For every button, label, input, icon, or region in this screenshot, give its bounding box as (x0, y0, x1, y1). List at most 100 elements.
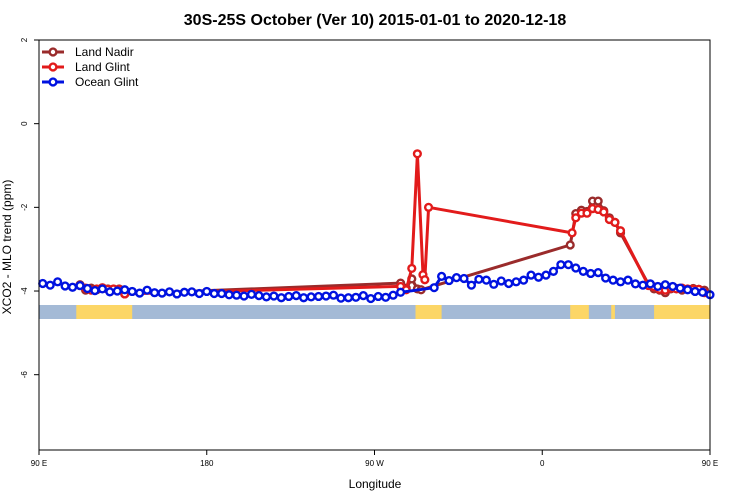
legend-marker (48, 77, 58, 87)
data-point (623, 275, 633, 285)
data-point (630, 279, 641, 289)
data-point (437, 271, 447, 281)
data-point (306, 292, 316, 302)
legend-item-ocean-glint: Ocean Glint (42, 75, 139, 89)
data-point (284, 291, 294, 302)
data-point (254, 291, 264, 301)
legend-marker (48, 62, 58, 72)
legend-label: Land Nadir (75, 45, 134, 59)
x-tick-label: 90 E (702, 459, 718, 468)
series-layer (38, 149, 715, 304)
data-point (489, 279, 499, 289)
data-point (608, 275, 618, 285)
data-point (75, 280, 85, 291)
data-point (571, 263, 581, 273)
data-point (209, 288, 219, 299)
data-point (653, 281, 663, 292)
axis-ticks: 90 E 180 90 W 0 90 E 2 0 -2 -4 -6 (20, 37, 718, 468)
data-point (217, 288, 227, 299)
data-point (645, 279, 655, 289)
data-point (563, 260, 573, 270)
data-point (481, 275, 491, 285)
data-point (336, 293, 346, 303)
y-tick-label: -2 (20, 203, 29, 211)
data-point (172, 289, 182, 299)
data-point (157, 288, 167, 298)
x-tick-label: 180 (200, 459, 214, 468)
x-tick-label: 90 E (31, 459, 47, 468)
data-point (388, 290, 398, 300)
data-point (381, 292, 391, 302)
data-point (683, 285, 693, 295)
data-point (149, 288, 160, 298)
data-point (358, 291, 368, 301)
data-point (412, 149, 422, 159)
data-point (299, 293, 309, 303)
data-point (466, 280, 477, 290)
data-point (668, 281, 678, 292)
data-point (675, 283, 685, 293)
data-point (90, 286, 100, 296)
data-point (373, 291, 383, 302)
y-tick-label: 0 (20, 121, 29, 126)
data-point (276, 293, 286, 303)
legend-item-land-nadir: Land Nadir (42, 45, 134, 59)
data-point (60, 281, 70, 291)
data-point (459, 273, 469, 284)
data-point (610, 217, 620, 228)
data-point (565, 240, 575, 250)
data-point (187, 287, 197, 297)
data-point (474, 274, 484, 284)
y-tick-label: -6 (20, 371, 29, 379)
data-point (593, 268, 603, 278)
legend-label: Land Glint (75, 60, 130, 74)
data-point (504, 278, 514, 289)
data-point (269, 291, 279, 301)
data-point (179, 287, 189, 297)
data-point (586, 268, 596, 279)
y-tick-label: 2 (20, 37, 29, 42)
data-point (567, 228, 577, 238)
data-point (82, 283, 93, 294)
plot-frame (38, 39, 711, 451)
data-point (135, 288, 145, 298)
data-point (366, 293, 376, 304)
data-point (578, 266, 588, 276)
data-point (231, 290, 242, 300)
data-point (261, 292, 271, 302)
data-point (105, 287, 115, 297)
y-axis-label: XCO2 - MLO trend (ppm) (0, 180, 14, 315)
data-point (444, 275, 454, 286)
data-point (599, 207, 609, 217)
data-point (541, 270, 551, 280)
series-ocean-glint (38, 260, 715, 304)
data-point (395, 287, 406, 297)
data-point (615, 226, 626, 236)
data-point (638, 280, 648, 290)
data-point (548, 266, 559, 276)
data-point (112, 286, 122, 296)
data-point (97, 284, 107, 294)
y-tick-label: -4 (20, 287, 29, 295)
legend-marker (48, 47, 58, 57)
data-point (615, 277, 626, 287)
data-point (67, 282, 78, 292)
data-point (526, 270, 536, 280)
data-point (496, 276, 506, 286)
data-point (420, 275, 430, 285)
data-point (351, 292, 361, 302)
data-point (556, 260, 566, 270)
x-axis-label: Longitude (349, 477, 402, 491)
x-tick-label: 90 W (365, 459, 384, 468)
data-point (45, 280, 55, 290)
data-point (697, 287, 708, 297)
data-point (127, 286, 137, 297)
data-point (451, 273, 462, 283)
data-point (519, 275, 529, 285)
legend-label: Ocean Glint (75, 75, 139, 89)
data-point (601, 273, 611, 283)
data-point (429, 283, 439, 293)
data-point (582, 208, 592, 218)
